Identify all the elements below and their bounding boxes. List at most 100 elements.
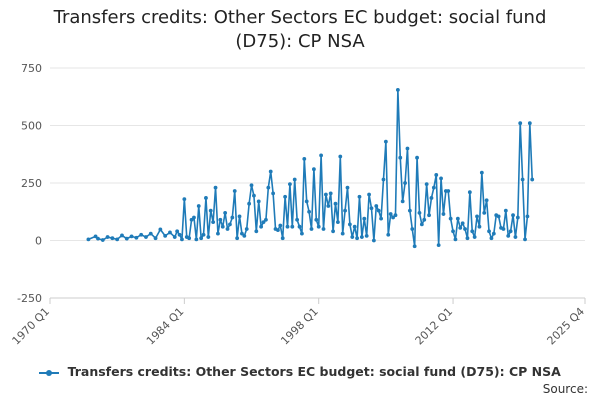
data-point[interactable] <box>451 229 455 234</box>
data-point[interactable] <box>422 217 427 222</box>
data-point[interactable] <box>86 237 91 242</box>
data-point[interactable] <box>300 231 304 236</box>
data-point[interactable] <box>319 153 323 158</box>
data-point[interactable] <box>96 236 100 241</box>
data-point[interactable] <box>115 237 120 242</box>
data-point[interactable] <box>259 224 264 229</box>
data-point[interactable] <box>139 232 144 237</box>
data-point[interactable] <box>415 155 419 160</box>
data-point[interactable] <box>180 237 184 242</box>
data-point[interactable] <box>321 227 326 231</box>
data-point[interactable] <box>175 229 180 234</box>
data-point[interactable] <box>148 231 153 236</box>
data-point[interactable] <box>182 197 187 202</box>
data-point[interactable] <box>470 229 475 234</box>
data-point[interactable] <box>338 154 343 159</box>
data-point[interactable] <box>343 208 347 213</box>
data-point[interactable] <box>357 194 362 199</box>
data-point[interactable] <box>235 236 240 241</box>
data-point[interactable] <box>439 176 443 181</box>
data-point[interactable] <box>290 224 295 229</box>
data-point[interactable] <box>407 208 412 213</box>
data-point[interactable] <box>252 193 256 198</box>
data-point[interactable] <box>204 196 208 200</box>
data-point[interactable] <box>340 231 345 236</box>
data-point[interactable] <box>335 220 340 225</box>
data-point[interactable] <box>153 236 158 241</box>
data-point[interactable] <box>362 216 367 221</box>
data-point[interactable] <box>206 235 211 239</box>
data-point[interactable] <box>379 216 383 221</box>
data-point[interactable] <box>199 236 204 241</box>
data-point[interactable] <box>326 204 331 208</box>
data-point[interactable] <box>352 224 357 229</box>
data-point[interactable] <box>511 213 515 218</box>
data-point[interactable] <box>508 229 513 234</box>
data-point[interactable] <box>201 232 206 237</box>
data-point[interactable] <box>266 185 271 190</box>
data-point[interactable] <box>393 213 398 218</box>
data-point[interactable] <box>309 227 314 231</box>
data-point[interactable] <box>304 199 309 204</box>
data-point[interactable] <box>367 192 371 197</box>
data-point[interactable] <box>216 231 220 236</box>
data-point[interactable] <box>192 215 196 220</box>
data-point[interactable] <box>268 169 273 174</box>
data-point[interactable] <box>292 177 297 182</box>
data-point[interactable] <box>506 234 511 238</box>
data-point[interactable] <box>458 225 463 230</box>
data-point[interactable] <box>271 191 276 196</box>
data-point[interactable] <box>359 235 364 239</box>
data-point[interactable] <box>417 211 422 215</box>
data-point[interactable] <box>381 177 386 182</box>
data-point[interactable] <box>278 223 283 228</box>
data-point[interactable] <box>261 220 266 225</box>
data-point[interactable] <box>328 191 333 196</box>
data-point[interactable] <box>302 156 307 161</box>
data-point[interactable] <box>453 237 458 242</box>
data-point[interactable] <box>124 236 129 241</box>
data-point[interactable] <box>295 217 300 222</box>
data-point[interactable] <box>515 215 520 220</box>
data-point[interactable] <box>280 236 285 241</box>
data-point[interactable] <box>105 235 110 239</box>
data-point[interactable] <box>441 212 446 216</box>
data-point[interactable] <box>434 173 439 177</box>
data-point[interactable] <box>163 234 168 238</box>
data-point[interactable] <box>503 208 508 213</box>
data-point[interactable] <box>489 236 494 241</box>
data-point[interactable] <box>331 229 335 234</box>
data-point[interactable] <box>218 217 223 222</box>
data-point[interactable] <box>211 220 216 225</box>
data-point[interactable] <box>431 185 436 190</box>
data-point[interactable] <box>371 238 376 243</box>
data-point[interactable] <box>288 182 292 187</box>
data-point[interactable] <box>225 227 230 231</box>
data-point[interactable] <box>276 228 280 233</box>
data-point[interactable] <box>527 121 532 126</box>
data-point[interactable] <box>220 224 225 229</box>
data-point[interactable] <box>172 235 177 239</box>
data-point[interactable] <box>520 177 525 182</box>
data-point[interactable] <box>383 139 388 144</box>
data-point[interactable] <box>501 227 506 231</box>
data-point[interactable] <box>194 237 199 242</box>
data-point[interactable] <box>314 217 319 222</box>
data-point[interactable] <box>223 211 228 215</box>
data-point[interactable] <box>460 221 465 226</box>
data-point[interactable] <box>400 199 405 204</box>
data-point[interactable] <box>448 216 453 221</box>
data-point[interactable] <box>491 231 496 236</box>
data-point[interactable] <box>523 237 527 242</box>
data-point[interactable] <box>237 214 242 219</box>
data-point[interactable] <box>345 185 350 190</box>
data-point[interactable] <box>374 204 379 208</box>
data-point[interactable] <box>403 181 407 185</box>
data-point[interactable] <box>247 201 252 206</box>
data-point[interactable] <box>254 229 259 234</box>
data-point[interactable] <box>189 217 194 222</box>
data-point[interactable] <box>168 230 172 235</box>
data-point[interactable] <box>436 243 441 248</box>
legend[interactable]: Transfers credits: Other Sectors EC budg… <box>0 364 600 379</box>
data-point[interactable] <box>240 231 244 236</box>
